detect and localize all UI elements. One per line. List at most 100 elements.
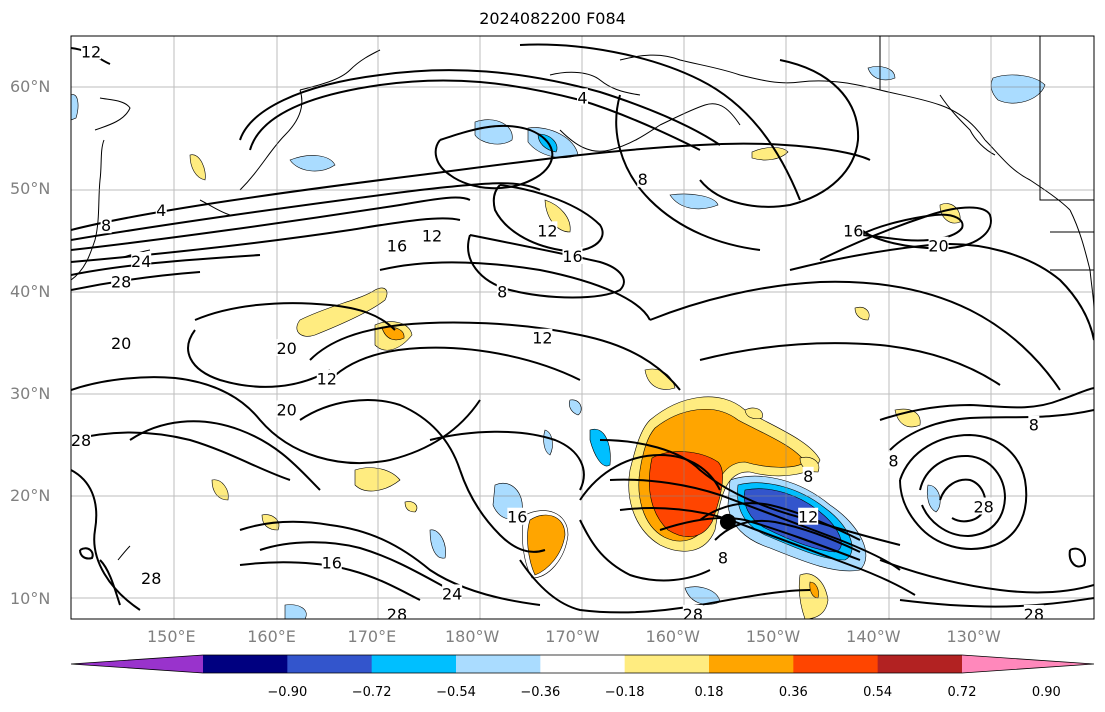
contour-label-bg [1028,415,1040,433]
contour-label-bg [637,170,649,188]
contour-label-bg [928,236,949,254]
lon-label: 180°W [444,627,500,646]
contour-label: 8 [803,467,813,486]
contour-label: 28 [387,605,407,624]
colorbar-segment [624,655,710,673]
colorbar-segment [877,655,963,673]
political-boundaries [879,36,1094,271]
contour-label: 20 [276,339,296,358]
contour-label-bg [276,400,297,418]
contour-label-bg [1023,604,1044,619]
contour-label-bg [386,236,407,254]
contour-label: 16 [387,237,407,256]
map-frame [70,35,1095,620]
contour-label: 12 [317,370,337,389]
contour-labels: 1248242820282848121612168122012201616242… [71,42,1044,624]
contour-label-bg [442,584,463,602]
contour-label-bg [798,507,819,525]
contour-label: 20 [928,237,948,256]
colorbar-tick-label: 0.72 [947,685,977,700]
lat-label: 40°N [10,281,51,301]
contour-label-bg [100,216,112,234]
contour-label-bg [111,333,132,351]
colorbar-tick-label: 0.36 [778,685,808,700]
colorbar-outline [70,654,1095,674]
contour-label: 16 [507,508,527,527]
contour-label-bg [537,221,558,239]
contour-label: 24 [131,252,151,271]
lon-label: 170°W [545,627,600,646]
colorbar-segment [793,655,879,673]
contour-label-bg [81,42,102,60]
colorbar-segment [287,655,373,673]
contour-label: 16 [562,247,582,266]
lon-label: 160°W [645,627,700,646]
colorbar-segment [371,655,457,673]
contour-label: 8 [497,283,507,302]
contour-label: 4 [156,201,166,220]
contour-label: 16 [322,554,342,573]
lat-label: 60°N [10,77,51,97]
lon-label: 130°W [946,627,1001,646]
contour-label: 8 [1029,416,1039,435]
contour-label-bg [316,369,337,387]
contour-label: 8 [718,549,728,568]
contour-label-bg [843,221,864,239]
contour-label-bg [532,328,553,346]
contour-label: 28 [683,605,703,624]
contour-label: 8 [101,216,111,235]
contour-label-bg [507,507,528,525]
colorbar-tick-label: −0.72 [351,685,392,700]
colorbar-tick-label: 0.54 [863,685,893,700]
contour-label-bg [562,246,583,264]
contour-label-bg [422,226,443,244]
contour-label: 28 [111,272,131,291]
contour-label-bg [682,604,703,619]
contour-label-bg [111,272,132,290]
contour-label-bg [321,553,342,571]
contour-label: 20 [111,334,131,353]
colorbar-segment [709,655,794,673]
contour-label: 28 [973,497,993,516]
contour-label: 12 [422,226,442,245]
contour-label-bg [496,282,508,300]
colorbar-tick-label: −0.54 [436,685,476,700]
contour-label: 24 [442,584,462,603]
colorbar-tick-label: −0.36 [520,685,561,700]
map-title: 2024082200 F084 [479,9,626,28]
lon-label: 160°E [247,627,296,646]
storm-position-marker [719,513,736,530]
contour-label-bg [71,431,92,449]
contour-lines [71,43,1094,614]
contour-label: 4 [577,88,587,107]
contour-label-bg [141,569,162,587]
colorbar-tick-label: 0.90 [1031,685,1061,700]
contour-label-bg [973,497,994,515]
contour-label: 12 [81,42,101,61]
colorbar-tick-label: 0.18 [694,685,724,700]
colorbar-extend-high [962,655,1094,673]
lat-label: 10°N [10,588,51,608]
contour-label-bg [276,338,297,356]
contour-label: 8 [888,451,898,470]
lat-label: 20°N [10,486,51,506]
contour-label: 12 [537,221,557,240]
contour-label-bg [131,252,152,270]
contour-label-bg [802,466,814,484]
lon-label: 170°E [347,627,397,646]
contour-label-bg [577,88,588,106]
contour-label-bg [386,604,407,619]
contour-label: 12 [798,508,818,527]
contour-label: 16 [843,221,863,240]
contour-label: 28 [71,431,91,450]
lon-label: 150°E [146,627,196,646]
lat-label: 30°N [10,383,51,403]
colorbar [70,654,1095,674]
contour-label: 28 [1024,605,1044,624]
colorbar-segment [203,655,288,673]
colorbar-tick-label: −0.90 [267,685,308,700]
colorbar-extend-low [71,655,203,673]
contour-label: 8 [638,170,648,189]
lat-label: 50°N [10,179,51,199]
